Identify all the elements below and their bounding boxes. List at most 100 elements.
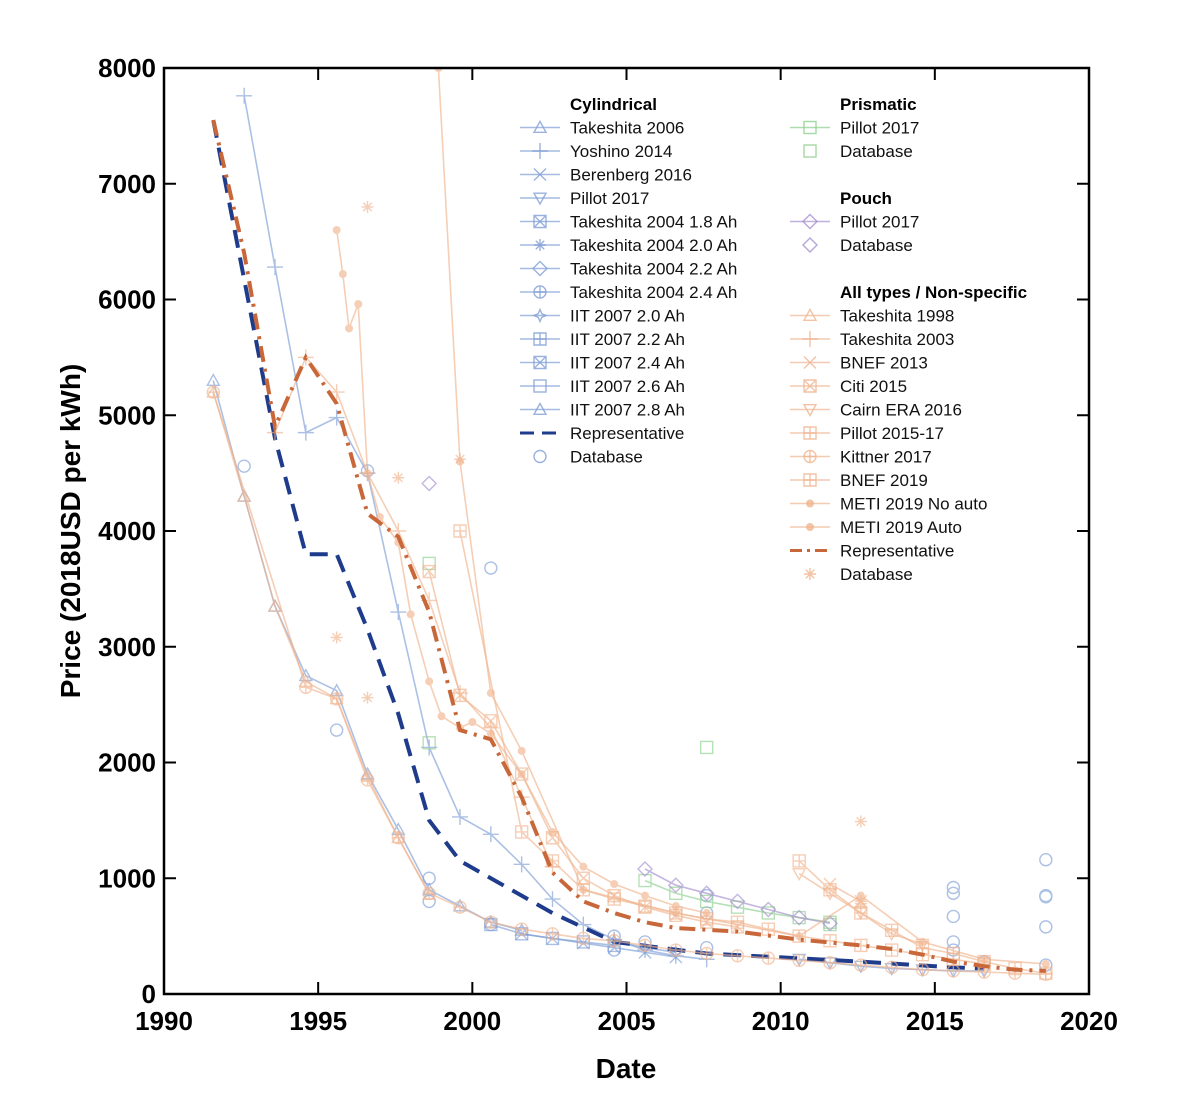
legend-label: BNEF 2013	[840, 354, 928, 373]
x-tick-label: 1995	[289, 1006, 347, 1036]
legend-item: Pillot 2015-17	[790, 424, 944, 443]
legend-label: IIT 2007 2.6 Ah	[570, 377, 685, 396]
data-point	[391, 831, 406, 845]
data-point	[854, 958, 868, 972]
data-point	[579, 885, 588, 894]
data-point	[486, 729, 495, 738]
legend-item: Database	[804, 565, 913, 584]
legend-label: Berenberg 2016	[570, 166, 692, 185]
legend-item: Database	[802, 236, 913, 255]
data-point	[338, 270, 347, 279]
data-point	[576, 871, 591, 885]
legend-marker	[803, 144, 817, 158]
legend-label: Cairn ERA 2016	[840, 401, 962, 420]
legend-marker	[533, 379, 547, 393]
data-point	[823, 883, 837, 897]
data-point	[329, 723, 344, 737]
legend-marker	[803, 356, 817, 369]
data-point	[328, 409, 345, 426]
data-point	[237, 459, 251, 473]
data-point	[517, 746, 526, 755]
legend-marker	[803, 379, 817, 393]
legend-item: Takeshita 2004 2.2 Ah	[520, 260, 737, 279]
data-point	[390, 604, 407, 621]
legend-label: BNEF 2019	[840, 471, 928, 490]
data-point	[1039, 890, 1053, 904]
legend-label: Citi 2015	[840, 377, 907, 396]
legend-item: Takeshita 2004 2.0 Ah	[520, 236, 737, 255]
legend-item: Kittner 2017	[790, 448, 932, 467]
data-point	[422, 886, 436, 900]
legend-label: Takeshita 2003	[840, 330, 954, 349]
data-point	[854, 897, 867, 910]
data-point	[669, 886, 683, 900]
legend: Cylindrical Takeshita 2006 Yoshino 2014 Ber…	[520, 95, 1027, 584]
data-point	[453, 688, 467, 703]
legend-marker	[532, 307, 548, 324]
legend-label: Pillot 2015-17	[840, 424, 944, 443]
data-point	[361, 691, 374, 704]
series-line	[335, 229, 707, 914]
legend-item: Yoshino 2014	[520, 142, 672, 161]
data-point	[354, 300, 363, 309]
series-line	[274, 355, 554, 868]
data-point	[422, 871, 436, 885]
x-tick-label: 2000	[443, 1006, 501, 1036]
legend-label: IIT 2007 2.2 Ah	[570, 330, 685, 349]
legend-label: METI 2019 Auto	[840, 518, 962, 537]
legend-item: Berenberg 2016	[520, 166, 692, 185]
data-point	[729, 893, 746, 910]
series-line	[211, 119, 1046, 973]
data-point	[610, 880, 619, 889]
legend-item: Citi 2015	[790, 377, 907, 396]
data-point	[791, 909, 808, 926]
data-point	[482, 826, 499, 843]
legend-marker	[803, 473, 817, 487]
series-line	[428, 571, 738, 928]
data-point	[392, 471, 405, 484]
legend-marker	[533, 285, 547, 299]
legend-marker	[802, 308, 818, 321]
legend-marker	[802, 404, 818, 417]
data-point	[267, 598, 283, 612]
legend-marker	[532, 260, 548, 277]
legend-label: Database	[570, 448, 643, 467]
data-point	[669, 943, 683, 957]
data-point	[946, 886, 961, 900]
data-point	[1039, 920, 1053, 934]
legend-marker	[803, 426, 817, 440]
y-tick-label: 3000	[98, 632, 156, 662]
data-point	[791, 868, 807, 882]
legend-heading: Prismatic	[840, 95, 917, 114]
x-tick-label: 2020	[1060, 1006, 1118, 1036]
legend-item: Database	[803, 142, 913, 161]
data-point	[544, 891, 561, 908]
legend-item: Representative	[520, 424, 684, 443]
legend-item: Takeshita 2004 1.8 Ah	[520, 213, 737, 232]
y-tick-label: 0	[142, 979, 156, 1009]
series-line	[459, 530, 985, 965]
data-point	[422, 564, 436, 579]
data-point	[236, 87, 253, 104]
data-point	[638, 938, 652, 953]
legend-label: Pillot 2017	[840, 213, 919, 232]
legend-marker	[806, 523, 814, 531]
legend-label: Pillot 2017	[840, 119, 919, 138]
ticks-layer: 1990 1995 2000 2005 2010 2015 2020 0 1000 2000 300…	[98, 53, 1118, 1036]
legend-marker	[806, 499, 814, 508]
legend-item: Pillot 2017	[790, 119, 919, 138]
data-point	[468, 717, 477, 726]
x-tick-label: 2010	[752, 1006, 810, 1036]
legend-label: Takeshita 2006	[570, 119, 684, 138]
data-point	[332, 226, 341, 235]
y-tick-label: 7000	[98, 169, 156, 199]
series-nonspecific-17	[453, 524, 991, 971]
legend-label: Takeshita 1998	[840, 307, 954, 326]
legend-label: Database	[840, 142, 913, 161]
data-point	[299, 680, 313, 694]
data-point	[1039, 853, 1053, 867]
legend-marker	[533, 449, 547, 464]
data-point	[297, 424, 314, 441]
legend-marker	[534, 239, 546, 251]
data-point	[761, 951, 776, 965]
